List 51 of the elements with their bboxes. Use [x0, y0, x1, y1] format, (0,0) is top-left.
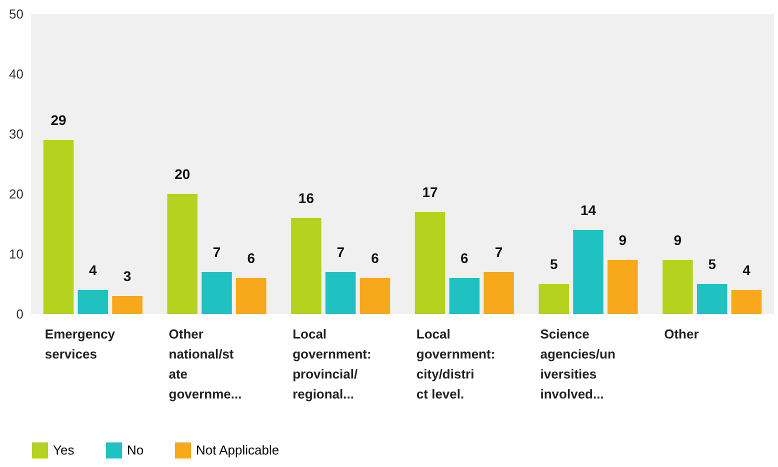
data-label: 6: [460, 250, 469, 266]
data-label: 5: [550, 256, 558, 272]
data-label: 6: [247, 250, 256, 266]
bar: [662, 260, 693, 314]
data-label: 7: [212, 244, 221, 260]
data-label: 20: [174, 166, 190, 182]
data-label: 5: [708, 256, 716, 272]
data-label: 7: [336, 244, 345, 260]
legend-label: Yes: [53, 442, 75, 458]
bar: [731, 290, 762, 314]
data-label: 3: [123, 268, 132, 284]
x-tick-label: Local government: provincial/ regional...: [292, 326, 372, 402]
data-label: 6: [371, 250, 380, 266]
y-tick-label: 20: [9, 186, 24, 202]
bar: [414, 212, 446, 314]
data-label: 4: [89, 262, 98, 278]
data-label: 9: [618, 232, 627, 248]
data-label: 16: [298, 190, 314, 206]
bar: [78, 290, 108, 314]
y-tick-label: 40: [9, 66, 24, 82]
data-label: 7: [494, 244, 503, 260]
data-label: 4: [742, 262, 751, 278]
bar: [696, 284, 728, 314]
x-tick-label: Local government: city/district level.: [416, 326, 496, 402]
legend-label: Not Applicable: [196, 442, 280, 458]
data-label: 9: [674, 232, 682, 248]
bar: [202, 272, 232, 314]
bar: [167, 194, 198, 314]
bar: [325, 272, 356, 314]
data-label: 14: [580, 202, 596, 218]
bar: [360, 278, 390, 314]
data-label: 17: [422, 184, 438, 200]
bar: [291, 218, 322, 314]
bar: [484, 272, 514, 314]
bar: [43, 140, 74, 314]
bar: [538, 284, 569, 314]
bar: [449, 278, 480, 314]
x-tick-label: Science agencies/universities involved...: [540, 326, 616, 402]
y-tick-label: 0: [16, 306, 24, 322]
y-tick-label: 30: [9, 126, 24, 142]
y-tick-label: 50: [9, 6, 24, 22]
x-tick-label: Emergency services: [44, 326, 116, 362]
x-tick-label: Other: [664, 326, 699, 342]
data-label: 29: [50, 112, 67, 128]
bar: [112, 296, 142, 314]
legend-label: No: [127, 442, 144, 458]
bar: [236, 278, 266, 314]
y-tick-label: 10: [9, 246, 24, 262]
bar: [573, 230, 604, 314]
x-tick-label: Other national/state governme...: [168, 326, 242, 402]
bar: [608, 260, 638, 314]
